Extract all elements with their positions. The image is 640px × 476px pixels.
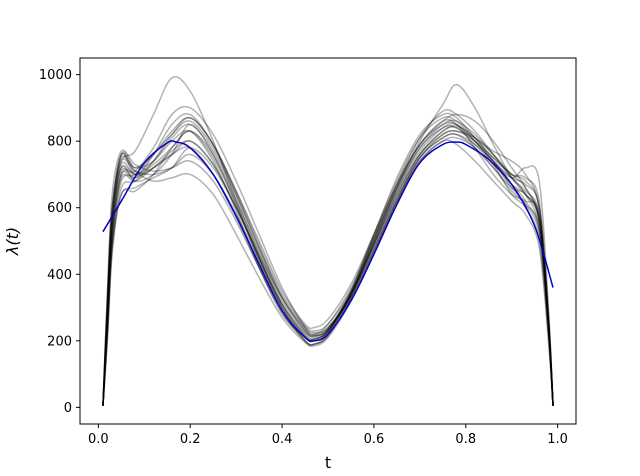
- y-tick-label: 1000: [39, 68, 72, 83]
- sample-curve: [102, 136, 554, 406]
- x-axis: 0.0 0.2 0.4 0.6 0.8 1.0: [88, 424, 568, 447]
- y-tick-label: 0: [64, 401, 72, 416]
- axes-frame: [79, 57, 577, 425]
- y-axis-label: λ(t): [3, 227, 22, 256]
- sample-curve: [102, 116, 554, 406]
- sample-curve: [102, 76, 554, 406]
- y-tick-label: 800: [47, 135, 72, 150]
- true-intensity-curve: [102, 140, 554, 343]
- sample-curve: [102, 113, 554, 406]
- sample-curve: [102, 130, 554, 406]
- y-tick-label: 200: [47, 334, 72, 349]
- x-tick-label: 0.0: [88, 432, 109, 447]
- x-tick-label: 0.8: [455, 432, 476, 447]
- y-axis: 0 200 400 600 800 1000: [39, 68, 80, 416]
- sample-curve: [102, 105, 554, 406]
- plot-lines: [102, 76, 554, 406]
- sample-curve: [102, 130, 554, 406]
- y-tick-label: 400: [47, 268, 72, 283]
- sample-curve: [102, 112, 554, 406]
- x-tick-label: 0.4: [272, 432, 293, 447]
- sample-curve: [102, 83, 554, 406]
- x-tick-label: 0.2: [180, 432, 201, 447]
- sample-curve: [102, 123, 554, 406]
- sample-curve: [102, 116, 554, 406]
- x-axis-label: t: [325, 453, 331, 472]
- x-tick-label: 0.6: [364, 432, 385, 447]
- sample-curve: [102, 117, 554, 406]
- x-tick-label: 1.0: [547, 432, 568, 447]
- sample-curve: [102, 133, 554, 406]
- sample-curve: [102, 118, 554, 406]
- y-tick-label: 600: [47, 201, 72, 216]
- sample-curve: [102, 122, 554, 406]
